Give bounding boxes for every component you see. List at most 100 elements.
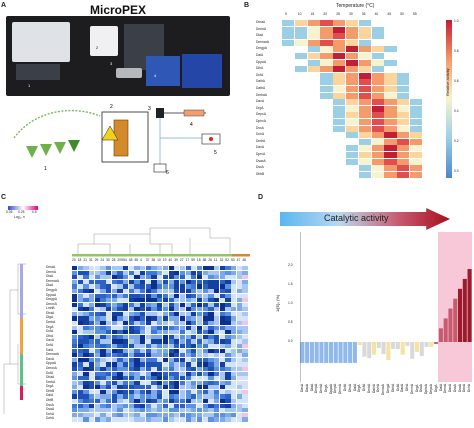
heatmap-cell xyxy=(185,302,191,307)
heatmap-cell xyxy=(358,66,371,73)
heatmap-cell xyxy=(94,399,100,404)
heatmap-cell xyxy=(94,266,100,271)
heatmap-cell xyxy=(134,380,140,385)
heatmap-cell xyxy=(219,266,225,271)
heatmap-cell xyxy=(191,339,197,344)
heatmap-cell xyxy=(230,298,237,303)
heatmap-cell xyxy=(358,105,371,112)
heatmap-cell xyxy=(202,389,208,395)
enzyme-label: DmgpA xyxy=(46,297,57,302)
heatmap-cell xyxy=(282,132,295,139)
heatmap-cell xyxy=(230,362,237,367)
heatmap-cell xyxy=(346,158,359,165)
heatmap-cell xyxy=(320,152,333,158)
heatmap-cell xyxy=(213,357,220,362)
heatmap-cell xyxy=(219,298,225,303)
heatmap-cell xyxy=(77,316,83,321)
heatmap-cell xyxy=(168,376,174,381)
heatmap-cell xyxy=(225,325,231,330)
heatmap-cell xyxy=(117,385,123,390)
heatmap-cell xyxy=(72,266,78,271)
heatmap-cell xyxy=(196,412,203,417)
heatmap-cell xyxy=(111,408,117,413)
heatmap-cell xyxy=(83,371,89,376)
heatmap-cell xyxy=(185,348,191,353)
heatmap-cell xyxy=(213,321,220,326)
heatmap-cell xyxy=(358,26,371,33)
heatmap-cell xyxy=(111,330,117,335)
heatmap-cell xyxy=(242,362,248,367)
heatmap-cell xyxy=(128,408,135,413)
column-label: 29 xyxy=(94,258,99,262)
heatmap-cell xyxy=(202,412,208,417)
enzyme-label: DprxA xyxy=(256,152,266,156)
heatmap-cell xyxy=(397,119,410,125)
heatmap-cell xyxy=(213,298,220,303)
heatmap-cell xyxy=(179,293,186,298)
heatmap-cell xyxy=(333,26,346,33)
heatmap-cell xyxy=(179,284,186,289)
heatmap-cell xyxy=(151,330,157,335)
heatmap-cell xyxy=(196,266,203,271)
column-label: 4 xyxy=(140,258,142,262)
enzyme-label: DlaA xyxy=(46,274,54,279)
heatmap-cell xyxy=(157,330,163,335)
heatmap-cell xyxy=(168,266,174,271)
heatmap-cell xyxy=(397,125,410,132)
heatmap-cell xyxy=(230,321,237,326)
heatmap-cell xyxy=(168,330,174,335)
heatmap-cell xyxy=(294,119,307,125)
heatmap-cell xyxy=(94,334,100,339)
heatmap-cell xyxy=(320,138,333,145)
heatmap-cell xyxy=(94,394,100,399)
heatmap-cell xyxy=(191,321,197,326)
heatmap-cell xyxy=(168,270,174,275)
heatmap-cell xyxy=(94,362,100,367)
heatmap-cell xyxy=(225,284,231,289)
panel-d-bar-chart xyxy=(300,232,472,382)
heatmap-cell xyxy=(128,266,135,271)
heatmap-cell xyxy=(174,307,180,312)
heatmap-cell xyxy=(307,99,320,106)
heatmap-cell xyxy=(242,376,248,381)
heatmap-cell xyxy=(384,99,397,106)
heatmap-cell xyxy=(151,417,157,422)
heatmap-cell xyxy=(134,311,140,317)
heatmap-cell xyxy=(145,293,152,298)
heatmap-cell xyxy=(282,158,295,165)
heatmap-cell xyxy=(174,302,180,307)
heatmap-cell xyxy=(384,171,397,178)
heatmap-cell xyxy=(106,380,112,385)
heatmap-cell xyxy=(83,380,89,385)
heatmap-cell xyxy=(225,316,231,321)
heatmap-cell xyxy=(358,92,371,99)
heatmap-cell xyxy=(123,302,129,307)
heatmap-cell xyxy=(333,72,346,79)
heatmap-cell xyxy=(77,348,83,353)
heatmap-cell xyxy=(179,298,186,303)
heatmap-cell xyxy=(230,279,237,284)
heatmap-cell xyxy=(307,26,320,33)
enzyme-label: DaxA xyxy=(46,356,55,361)
heatmap-cell xyxy=(83,270,89,275)
heatmap-cell xyxy=(225,403,231,408)
heatmap-cell xyxy=(358,53,371,59)
heatmap-cell xyxy=(242,321,248,326)
heatmap-cell xyxy=(128,311,135,317)
heatmap-cell xyxy=(77,399,83,404)
heatmap-cell xyxy=(185,408,191,413)
heatmap-cell xyxy=(162,394,169,399)
heatmap-cell xyxy=(236,403,242,408)
heatmap-cell xyxy=(179,399,186,404)
heatmap-cell xyxy=(151,353,157,358)
colorbar-tick: 1.0 xyxy=(454,19,459,23)
heatmap-cell xyxy=(72,325,78,330)
heatmap-cell xyxy=(236,366,242,372)
heatmap-cell xyxy=(77,403,83,408)
activity-bar xyxy=(462,278,467,342)
heatmap-cell xyxy=(208,270,214,275)
heatmap-cell xyxy=(145,403,152,408)
heatmap-cell xyxy=(185,311,191,317)
heatmap-cell xyxy=(397,72,410,79)
heatmap-cell xyxy=(410,138,423,145)
